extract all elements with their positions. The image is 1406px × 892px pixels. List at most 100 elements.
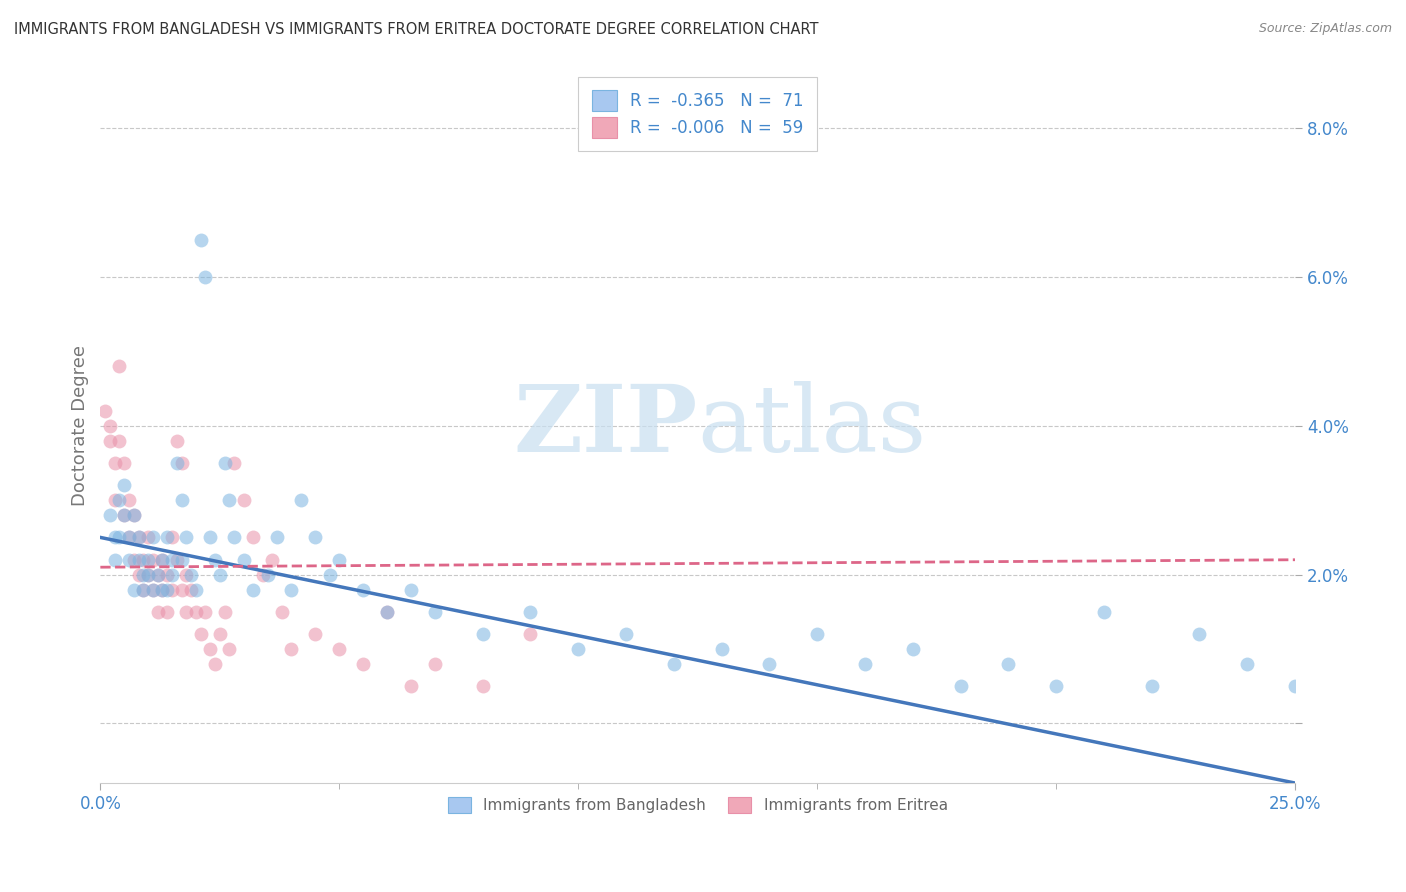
Point xyxy=(519,627,541,641)
Point xyxy=(118,530,141,544)
Point xyxy=(152,553,174,567)
Point xyxy=(170,456,193,470)
Point xyxy=(252,567,274,582)
Text: ZIP: ZIP xyxy=(513,381,697,471)
Point xyxy=(214,605,236,619)
Point xyxy=(136,553,159,567)
Y-axis label: Doctorate Degree: Doctorate Degree xyxy=(72,345,89,507)
Point xyxy=(423,657,446,671)
Point xyxy=(184,605,207,619)
Point xyxy=(1092,605,1115,619)
Point xyxy=(152,582,174,597)
Point xyxy=(614,627,637,641)
Point xyxy=(156,567,179,582)
Point xyxy=(104,456,127,470)
Point xyxy=(352,657,374,671)
Point xyxy=(128,530,150,544)
Point xyxy=(662,657,685,671)
Text: atlas: atlas xyxy=(697,381,927,471)
Point xyxy=(156,605,179,619)
Point xyxy=(232,493,254,508)
Point xyxy=(94,404,117,418)
Point xyxy=(118,553,141,567)
Point xyxy=(132,567,155,582)
Point xyxy=(128,567,150,582)
Point xyxy=(218,642,240,657)
Point xyxy=(160,553,183,567)
Point xyxy=(204,553,226,567)
Point xyxy=(1188,627,1211,641)
Point xyxy=(112,508,135,522)
Point xyxy=(146,605,169,619)
Point xyxy=(901,642,924,657)
Point xyxy=(180,567,202,582)
Point xyxy=(104,530,127,544)
Point xyxy=(853,657,876,671)
Point xyxy=(304,627,326,641)
Point xyxy=(170,493,193,508)
Point xyxy=(290,493,312,508)
Point xyxy=(304,530,326,544)
Point xyxy=(471,679,494,693)
Text: Source: ZipAtlas.com: Source: ZipAtlas.com xyxy=(1258,22,1392,36)
Point xyxy=(208,567,231,582)
Legend: Immigrants from Bangladesh, Immigrants from Eritrea: Immigrants from Bangladesh, Immigrants f… xyxy=(436,785,960,825)
Point xyxy=(319,567,342,582)
Point xyxy=(112,456,135,470)
Point xyxy=(108,530,131,544)
Point xyxy=(118,493,141,508)
Point xyxy=(758,657,780,671)
Point xyxy=(280,642,302,657)
Point xyxy=(208,627,231,641)
Point xyxy=(152,553,174,567)
Point xyxy=(170,553,193,567)
Point xyxy=(224,530,246,544)
Point xyxy=(194,269,217,284)
Point xyxy=(214,456,236,470)
Point xyxy=(200,642,222,657)
Point xyxy=(271,605,294,619)
Point xyxy=(262,553,284,567)
Point xyxy=(266,530,288,544)
Point xyxy=(146,567,169,582)
Point xyxy=(146,567,169,582)
Point xyxy=(176,605,198,619)
Point xyxy=(166,553,188,567)
Point xyxy=(98,508,121,522)
Text: IMMIGRANTS FROM BANGLADESH VS IMMIGRANTS FROM ERITREA DOCTORATE DEGREE CORRELATI: IMMIGRANTS FROM BANGLADESH VS IMMIGRANTS… xyxy=(14,22,818,37)
Point xyxy=(190,233,212,247)
Point xyxy=(256,567,278,582)
Point xyxy=(176,530,198,544)
Point xyxy=(1236,657,1258,671)
Point xyxy=(242,530,264,544)
Point xyxy=(122,508,145,522)
Point xyxy=(1140,679,1163,693)
Point xyxy=(112,508,135,522)
Point xyxy=(519,605,541,619)
Point xyxy=(218,493,240,508)
Point xyxy=(98,434,121,448)
Point xyxy=(160,567,183,582)
Point xyxy=(352,582,374,597)
Point xyxy=(375,605,398,619)
Point xyxy=(132,582,155,597)
Point xyxy=(166,434,188,448)
Point xyxy=(136,567,159,582)
Point xyxy=(132,553,155,567)
Point xyxy=(160,582,183,597)
Point xyxy=(1045,679,1067,693)
Point xyxy=(108,493,131,508)
Point xyxy=(108,359,131,374)
Point xyxy=(184,582,207,597)
Point xyxy=(423,605,446,619)
Point xyxy=(194,605,217,619)
Point xyxy=(399,679,422,693)
Point xyxy=(136,530,159,544)
Point xyxy=(806,627,828,641)
Point xyxy=(471,627,494,641)
Point xyxy=(399,582,422,597)
Point xyxy=(242,582,264,597)
Point xyxy=(128,553,150,567)
Point xyxy=(122,508,145,522)
Point xyxy=(156,582,179,597)
